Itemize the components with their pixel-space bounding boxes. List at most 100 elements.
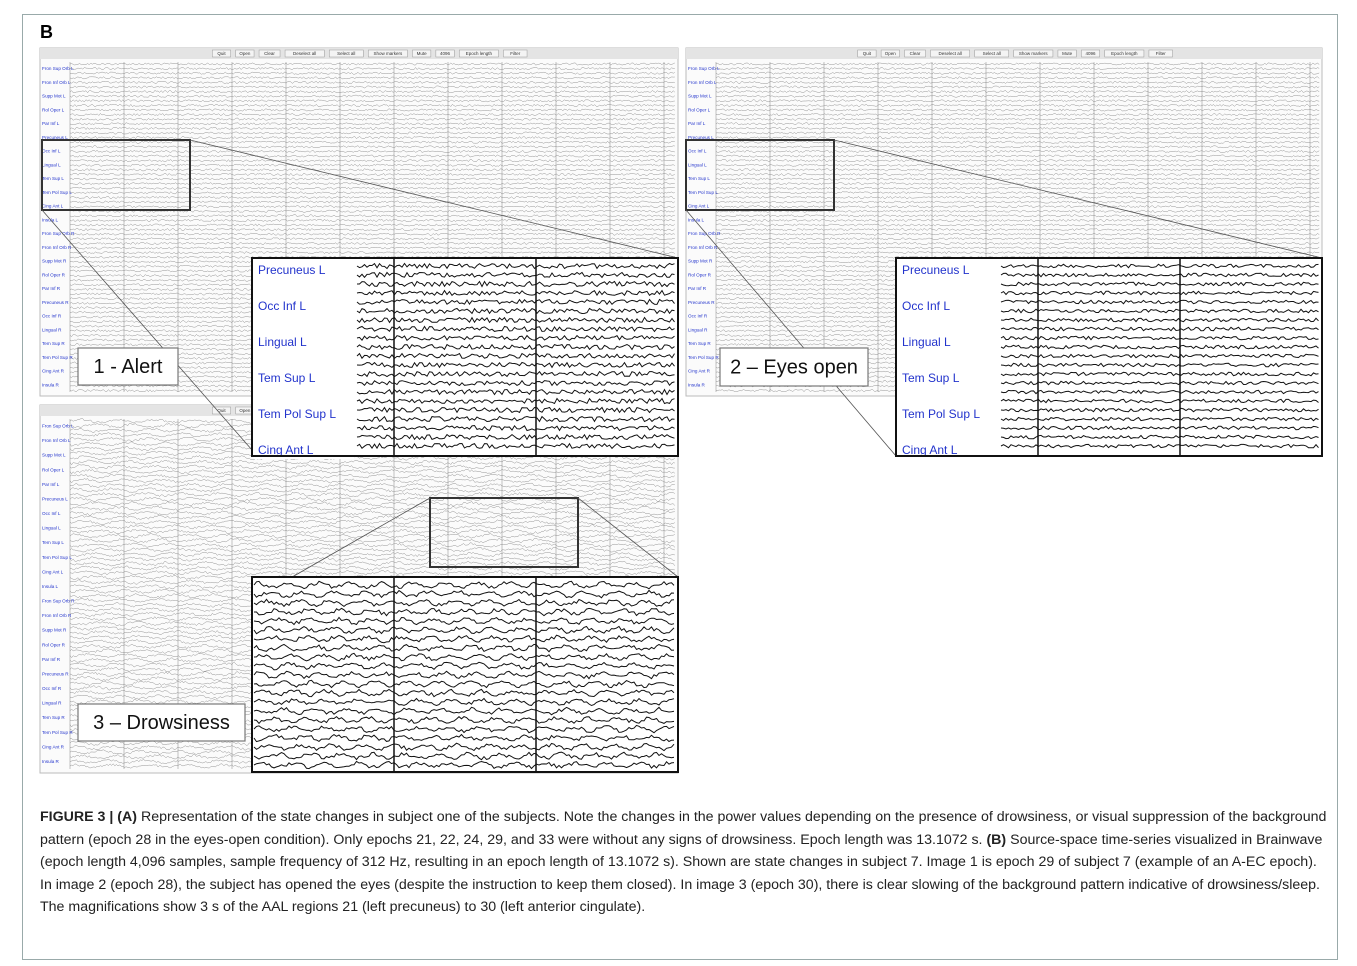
channel-label: Fron Sup Orb R	[42, 231, 75, 236]
toolbar-label: Filter	[1156, 51, 1167, 56]
channel-label: Lingual L	[42, 162, 61, 167]
channel-label: Tem Sup L	[42, 540, 64, 545]
channel-label: Fron Sup Orb L	[688, 66, 720, 71]
channel-label: Tem Pol Sup L	[42, 190, 72, 195]
channel-label: Precuneus R	[688, 300, 715, 305]
magnification	[252, 577, 678, 772]
channel-label: Fron Sup Orb L	[42, 424, 74, 429]
toolbar-label: Mute	[417, 51, 428, 56]
channel-label: Supp Mot L	[688, 94, 712, 99]
channel-label: Rol Oper L	[688, 107, 711, 112]
channel-label: Tem Sup R	[688, 341, 711, 346]
magnified-channel-label: Lingual L	[902, 335, 951, 349]
toolbar-label: Show markers	[373, 51, 403, 56]
toolbar-label: Filter	[510, 51, 521, 56]
channel-label: Tem Sup R	[42, 341, 65, 346]
channel-label: Par Inf R	[42, 286, 61, 291]
toolbar-label: Epoch length	[1111, 51, 1138, 56]
magnified-channel-label: Precuneus L	[902, 263, 970, 277]
channel-label: Fron Sup Orb L	[42, 66, 74, 71]
channel-label: Tem Pol Sup L	[688, 190, 718, 195]
channel-label: Occ Inf L	[42, 149, 61, 154]
page: B Quit Open Clear Deselect all Select all Sho…	[0, 0, 1357, 966]
channel-label: Lingual R	[42, 327, 62, 332]
channel-label: Supp Mot R	[42, 628, 67, 633]
toolbar-label: Show markers	[1019, 51, 1049, 56]
channel-label: Precuneus L	[42, 496, 68, 501]
channel-label: Rol Oper L	[42, 107, 65, 112]
channel-label: Lingual R	[42, 701, 62, 706]
toolbar-label: Deselect all	[293, 51, 316, 56]
channel-label: Par Inf L	[42, 121, 60, 126]
panel-label: 3 – Drowsiness	[93, 712, 230, 734]
toolbar-label: 4096	[440, 51, 451, 56]
magnified-channel-label: Occ Inf L	[902, 299, 950, 313]
channel-label: Supp Mot R	[42, 259, 67, 264]
channel-label: Rol Oper R	[688, 272, 712, 277]
toolbar-label: Mute	[1062, 51, 1073, 56]
channel-label: Rol Oper R	[42, 272, 66, 277]
toolbar-label: Select all	[983, 51, 1001, 56]
channel-label: Fron Inf Orb L	[688, 80, 717, 85]
channel-label: Par Inf L	[42, 482, 60, 487]
channel-label: Tem Pol Sup R	[42, 355, 73, 360]
magnification: Precuneus L Occ Inf L Lingual L Tem Sup L Te…	[896, 258, 1322, 459]
channel-label: Par Inf R	[688, 286, 707, 291]
channel-label: Precuneus R	[42, 671, 69, 676]
caption-lead: FIGURE 3 |	[40, 809, 113, 825]
channel-label: Supp Mot L	[42, 453, 66, 458]
channel-label: Cing Ant R	[688, 369, 711, 374]
caption: FIGURE 3 | (A) Representation of the sta…	[40, 806, 1330, 919]
channel-label: Rol Oper L	[42, 467, 65, 472]
figure-label: B	[40, 22, 53, 42]
channel-label: Insula R	[42, 382, 60, 387]
channel-label: Fron Inf Orb R	[688, 245, 718, 250]
channel-label: Tem Pol Sup R	[688, 355, 719, 360]
magnified-channel-label: Tem Sup L	[258, 371, 316, 385]
panel-label: 1 - Alert	[94, 356, 163, 378]
channel-label: Par Inf L	[688, 121, 706, 126]
channel-label: Cing Ant L	[42, 569, 64, 574]
channel-label: Supp Mot R	[688, 259, 713, 264]
toolbar-label: Deselect all	[938, 51, 961, 56]
magnified-channel-label: Tem Sup L	[902, 371, 960, 385]
channel-label: Lingual L	[42, 526, 61, 531]
channel-label: Lingual R	[688, 327, 708, 332]
panel-label: 2 – Eyes open	[730, 356, 858, 378]
toolbar-label: Select all	[337, 51, 355, 56]
toolbar-label: Clear	[910, 51, 921, 56]
channel-label: Cing Ant L	[688, 204, 710, 209]
caption-b-label: (B)	[986, 832, 1006, 848]
toolbar-label: Open	[239, 408, 251, 413]
channel-label: Insula R	[42, 759, 60, 764]
channel-label: Supp Mot L	[42, 94, 66, 99]
magnified-channel-label: Tem Pol Sup L	[258, 407, 336, 421]
channel-label: Tem Pol Sup L	[42, 555, 72, 560]
channel-label: Occ Inf L	[688, 149, 707, 154]
channel-label: Occ Inf R	[42, 686, 62, 691]
channel-label: Cing Ant L	[42, 204, 64, 209]
channel-label: Precuneus R	[42, 300, 69, 305]
toolbar-label: Open	[239, 51, 251, 56]
caption-a-label: (A)	[117, 809, 137, 825]
channel-label: Tem Sup R	[42, 715, 65, 720]
magnified-channel-label: Occ Inf L	[258, 299, 306, 313]
channel-label: Cing Ant R	[42, 369, 65, 374]
toolbar-label: Quit	[863, 51, 872, 56]
toolbar-label: 4096	[1086, 51, 1097, 56]
channel-label: Fron Inf Orb L	[42, 80, 71, 85]
channel-label: Rol Oper R	[42, 642, 66, 647]
channel-label: Fron Inf Orb L	[42, 438, 71, 443]
channel-label: Tem Sup L	[688, 176, 710, 181]
channel-label: Occ Inf R	[688, 314, 708, 319]
magnified-channel-label: Tem Pol Sup L	[902, 407, 980, 421]
magnified-channel-label: Precuneus L	[258, 263, 326, 277]
magnified-channel-label: Lingual L	[258, 335, 307, 349]
channel-label: Lingual L	[688, 162, 707, 167]
toolbar-label: Open	[885, 51, 897, 56]
channel-label: Insula R	[688, 382, 706, 387]
channel-label: Fron Inf Orb R	[42, 245, 72, 250]
channel-label: Insula L	[42, 584, 59, 589]
channel-label: Tem Sup L	[42, 176, 64, 181]
channel-label: Cing Ant R	[42, 744, 65, 749]
